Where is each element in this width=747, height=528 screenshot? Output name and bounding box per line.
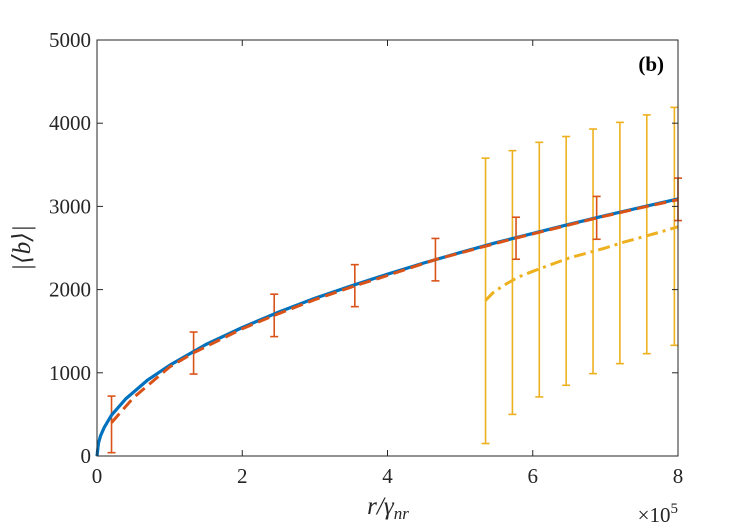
y-axis-label: |⟨b⟩|	[9, 225, 36, 271]
y-tick-label: 1000	[49, 361, 91, 385]
y-tick-label: 2000	[49, 278, 91, 302]
plot-background	[97, 40, 678, 456]
error-bar	[508, 149, 517, 416]
x-exponent-power: 5	[671, 501, 679, 517]
x-exponent-base: ×10	[638, 503, 671, 527]
x-tick-label: 8	[673, 464, 684, 488]
x-tick-label: 0	[92, 464, 103, 488]
error-bar	[481, 157, 490, 445]
error-bar	[107, 395, 116, 454]
x-tick-label: 6	[528, 464, 539, 488]
series-line-dashed	[110, 198, 679, 424]
error-bar	[562, 135, 571, 387]
tick-layer: 0 2 4 6 8 0 1000 2000 3000 4000 5000	[49, 28, 683, 488]
series-line-dashdot	[484, 225, 679, 302]
y-tick-label: 3000	[49, 194, 91, 218]
x-tick-label: 4	[382, 464, 393, 488]
y-tick-label: 4000	[49, 111, 91, 135]
error-bar	[535, 141, 544, 398]
x-axis-label-sub: nr	[394, 504, 410, 523]
error-bar	[615, 121, 624, 365]
x-tick-label: 2	[237, 464, 248, 488]
x-axis-label-main: r/γ	[367, 493, 395, 520]
series-layer	[95, 106, 682, 457]
y-tick-label: 0	[81, 444, 92, 468]
y-tick-label: 5000	[49, 28, 91, 52]
x-axis-exponent: ×105	[638, 501, 678, 527]
panel-label: (b)	[638, 52, 664, 76]
x-axis-label: r/γnr	[367, 493, 409, 523]
